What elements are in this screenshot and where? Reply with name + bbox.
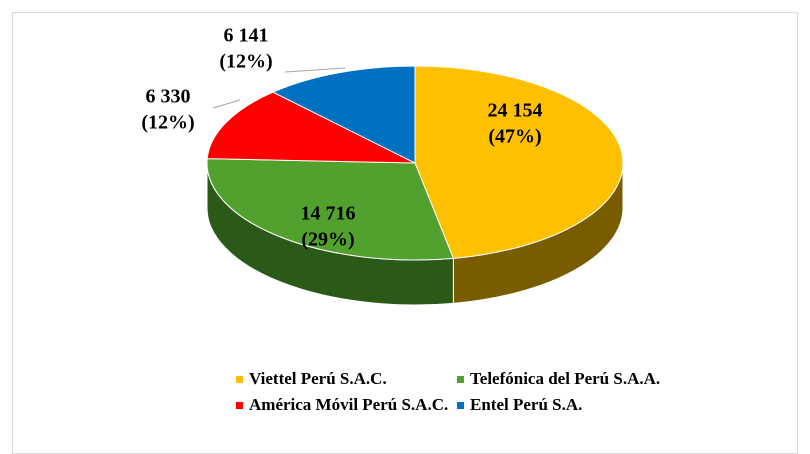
- legend-label: Viettel Perú S.A.C.: [249, 369, 387, 388]
- pie-slice: [206, 158, 455, 261]
- legend-swatch: [236, 402, 243, 409]
- legend-swatch: [457, 402, 464, 409]
- pie-slice: [414, 65, 624, 259]
- legend-label: Telefónica del Perú S.A.A.: [470, 369, 660, 388]
- pie-slice: [271, 65, 416, 164]
- percent-label: (12%): [141, 112, 194, 134]
- data-label: 6 141: [224, 25, 269, 47]
- leader-line: [212, 99, 241, 109]
- legend-swatch: [236, 376, 243, 383]
- leader-line: [284, 67, 346, 73]
- legend-label: Entel Perú S.A.: [470, 395, 582, 414]
- percent-label: (12%): [219, 51, 272, 73]
- legend-swatch: [457, 376, 464, 383]
- legend-label: América Móvil Perú S.A.C.: [249, 395, 448, 414]
- percent-label: (47%): [488, 126, 541, 148]
- data-label: 24 154: [488, 100, 543, 122]
- pie-slice: [206, 91, 416, 164]
- data-label: 14 716: [301, 203, 356, 225]
- percent-label: (29%): [301, 229, 354, 251]
- data-label: 6 330: [146, 86, 191, 108]
